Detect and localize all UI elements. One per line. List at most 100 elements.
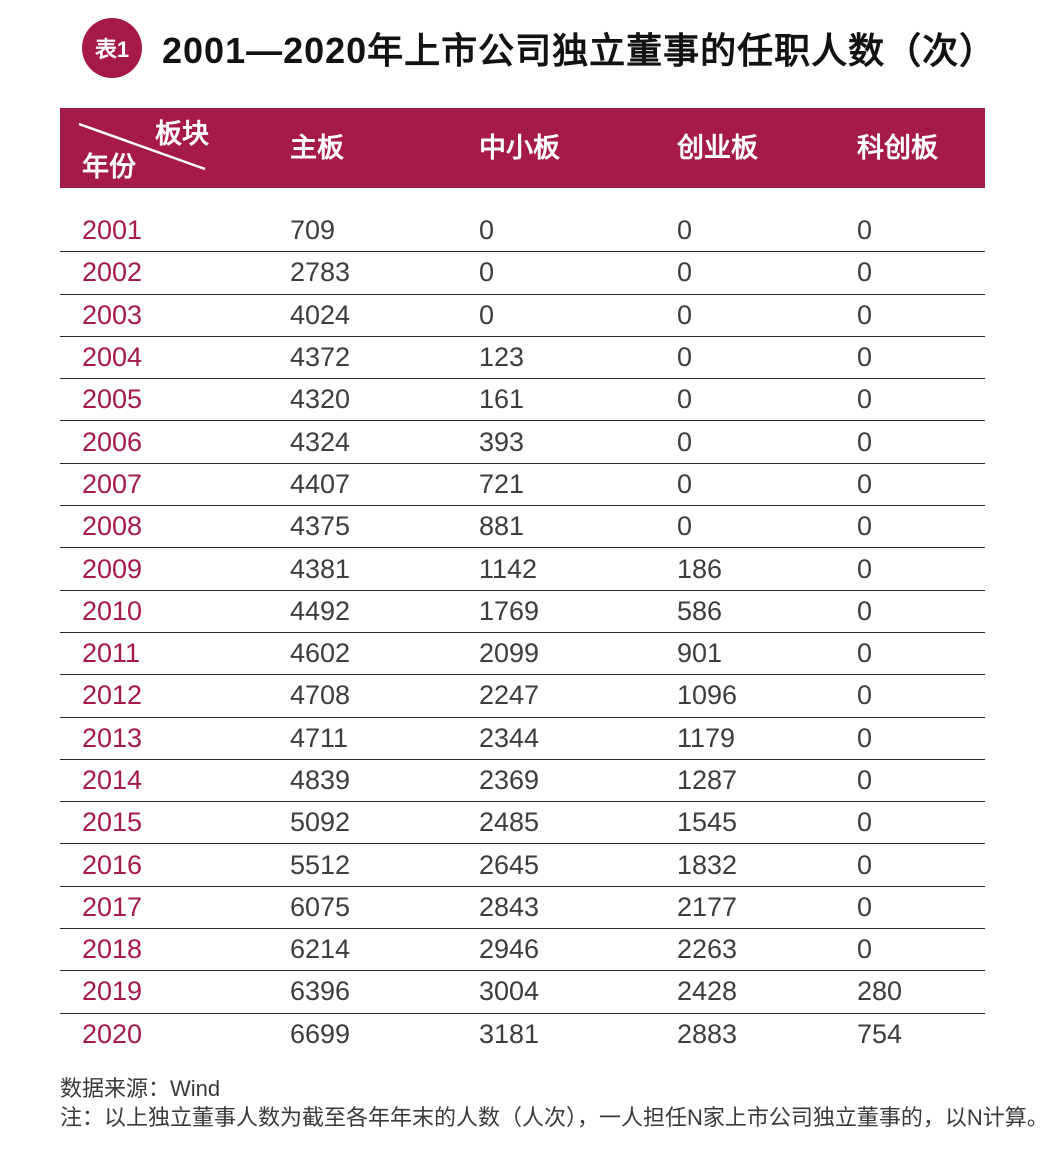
- year-cell: 2016: [82, 849, 143, 880]
- value-cell: 0: [857, 638, 873, 669]
- value-cell: 4839: [290, 765, 351, 795]
- value-cell: 1142: [479, 553, 538, 584]
- value-cell: 2177: [677, 891, 738, 922]
- value-cell: 4324: [290, 426, 351, 457]
- value-cell: 709: [290, 215, 336, 246]
- table-row: 2020 6699 3181 2883 754: [60, 1014, 985, 1056]
- value-cell: 4372: [290, 342, 351, 373]
- table-row: 2006 4324 393 0 0: [60, 421, 985, 464]
- value-cell: 0: [857, 807, 873, 838]
- value-cell: 0: [857, 468, 873, 499]
- year-cell: 2004: [82, 342, 143, 373]
- value-cell: 2247: [479, 680, 540, 711]
- table-row: 2007 4407 721 0 0: [60, 464, 985, 507]
- year-cell: 2005: [82, 384, 143, 415]
- table-row: 2002 2783 0 0 0: [60, 252, 985, 295]
- value-cell: 1179: [677, 722, 736, 753]
- value-cell: 5092: [290, 807, 351, 838]
- value-cell: 0: [857, 215, 873, 246]
- value-cell: 721: [479, 468, 525, 499]
- value-cell: 4381: [290, 553, 351, 584]
- table-body: 2001 709 0 0 0 2002 2783 0 0 0 2003 4024 0 0 0 2004 4372…: [60, 210, 985, 1056]
- corner-label-board: 板块: [155, 119, 209, 149]
- year-cell: 2007: [82, 468, 143, 499]
- value-cell: 3181: [479, 1019, 540, 1050]
- year-cell: 2003: [82, 299, 143, 330]
- value-cell: 0: [479, 299, 495, 330]
- value-cell: 2883: [677, 1019, 738, 1050]
- value-cell: 393: [479, 426, 525, 457]
- value-cell: 2369: [479, 765, 540, 795]
- table-row: 2005 4320 161 0 0: [60, 379, 985, 422]
- value-cell: 0: [677, 511, 693, 542]
- corner-label-year: 年份: [82, 152, 136, 182]
- value-cell: 1545: [677, 807, 738, 838]
- table-row: 2011 4602 2099 901 0: [60, 633, 985, 676]
- page-title: 2001—2020年上市公司独立董事的任职人数（次）: [162, 30, 997, 71]
- value-cell: 1769: [479, 595, 540, 626]
- column-header-star-market: 科创板: [857, 133, 938, 163]
- value-cell: 0: [677, 384, 693, 415]
- table-row: 2008 4375 881 0 0: [60, 506, 985, 549]
- value-cell: 2099: [479, 638, 540, 669]
- value-cell: 0: [857, 511, 873, 542]
- value-cell: 2428: [677, 976, 738, 1007]
- value-cell: 280: [857, 976, 903, 1007]
- table-row: 2001 709 0 0 0: [60, 210, 985, 253]
- value-cell: 0: [857, 553, 873, 584]
- value-cell: 0: [677, 342, 693, 373]
- year-cell: 2010: [82, 595, 143, 626]
- year-cell: 2013: [82, 722, 143, 753]
- year-cell: 2012: [82, 680, 143, 711]
- table-row: 2016 5512 2645 1832 0: [60, 844, 985, 887]
- value-cell: 0: [857, 299, 873, 330]
- value-cell: 0: [479, 257, 495, 288]
- table-row: 2010 4492 1769 586 0: [60, 591, 985, 633]
- table-row: 2009 4381 1142 186 0: [60, 548, 985, 591]
- value-cell: 0: [857, 342, 873, 373]
- column-header-sme-board: 中小板: [479, 133, 560, 163]
- value-cell: 0: [857, 722, 873, 753]
- value-cell: 4407: [290, 468, 351, 499]
- table-row: 2017 6075 2843 2177 0: [60, 887, 985, 930]
- table-row: 2015 5092 2485 1545 0: [60, 802, 985, 845]
- year-cell: 2014: [82, 765, 143, 795]
- value-cell: 6396: [290, 976, 351, 1007]
- value-cell: 5512: [290, 849, 351, 880]
- value-cell: 0: [857, 934, 873, 965]
- value-cell: 901: [677, 638, 723, 669]
- value-cell: 4708: [290, 680, 351, 711]
- value-cell: 2485: [479, 807, 540, 838]
- corner-cell: 板块 年份: [60, 108, 290, 188]
- value-cell: 0: [857, 595, 873, 626]
- value-cell: 2344: [479, 722, 540, 753]
- value-cell: 6214: [290, 934, 351, 965]
- value-cell: 0: [857, 384, 873, 415]
- table-row: 2013 4711 2344 1179 0: [60, 718, 985, 760]
- value-cell: 4320: [290, 384, 351, 415]
- year-cell: 2008: [82, 511, 143, 542]
- year-cell: 2011: [82, 638, 141, 669]
- value-cell: 4375: [290, 511, 351, 542]
- value-cell: 0: [857, 426, 873, 457]
- value-cell: 4492: [290, 595, 351, 626]
- year-cell: 2015: [82, 807, 143, 838]
- value-cell: 6075: [290, 891, 351, 922]
- column-header-main-board: 主板: [290, 133, 344, 163]
- table-row: 2019 6396 3004 2428 280: [60, 971, 985, 1014]
- value-cell: 881: [479, 511, 525, 542]
- value-cell: 4024: [290, 299, 351, 330]
- value-cell: 161: [479, 384, 525, 415]
- table-number-badge: 表1: [82, 18, 142, 78]
- year-cell: 2001: [82, 215, 143, 246]
- value-cell: 0: [857, 891, 873, 922]
- value-cell: 6699: [290, 1019, 351, 1050]
- value-cell: 186: [677, 553, 723, 584]
- value-cell: 0: [857, 257, 873, 288]
- value-cell: 2843: [479, 891, 540, 922]
- value-cell: 754: [857, 1019, 903, 1050]
- table-note-line: 注：以上独立董事人数为截至各年年末的人数（人次），一人担任N家上市公司独立董事的…: [60, 1105, 1048, 1130]
- value-cell: 4602: [290, 638, 351, 669]
- value-cell: 0: [857, 680, 873, 711]
- value-cell: 586: [677, 595, 723, 626]
